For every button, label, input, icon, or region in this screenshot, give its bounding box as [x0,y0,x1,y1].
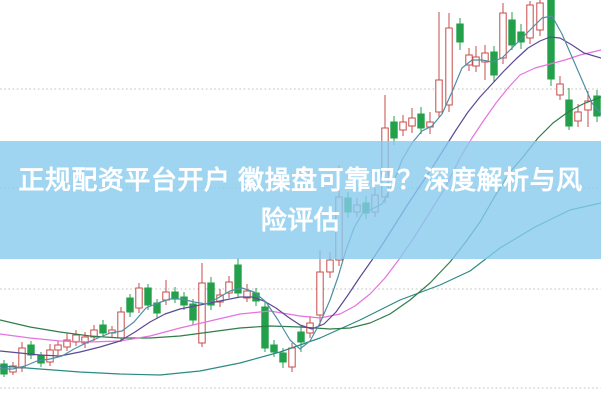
candle-body [162,291,170,301]
candle-body [584,100,592,111]
candle-body [180,296,188,306]
candle-body [279,352,287,363]
candle-body [288,347,296,368]
candle-body [99,324,107,334]
candle-body [90,329,98,338]
candle-body [270,344,278,353]
candle-body [54,344,62,351]
candle-body [18,347,26,369]
candle-body [297,331,305,343]
candle-body [117,311,125,339]
candle-body [490,51,498,76]
candle-body [135,287,143,309]
ma-line-purple [0,36,601,357]
candle-body [574,111,582,122]
candle-body [234,264,242,294]
candle-body [526,4,534,39]
candle-body [225,281,233,294]
candle-body [481,52,489,63]
ma-line-magenta [0,49,601,343]
candle-body [63,339,71,348]
candle-body [417,113,425,129]
candle-body [536,2,544,31]
banner-title-line2: 险评估 [260,205,341,235]
candle-body [508,19,516,46]
promo-banner-overlay: 正规配资平台开户 徽操盘可靠吗？深度解析与风 险评估 [0,141,601,259]
banner-title-line1: 正规配资平台开户 徽操盘可靠吗？深度解析与风 [18,165,583,195]
candle-body [326,259,334,273]
candle-body [27,344,35,356]
candle-body [144,287,152,306]
candle-body [316,271,324,316]
candle-body [456,23,464,43]
candle-body [243,290,251,299]
candle-body [408,117,416,127]
candle-body [261,306,269,349]
candle-body [472,56,480,67]
candle-body [126,297,134,313]
candle-body [517,31,525,43]
candle-body [390,121,398,139]
candle-body [198,282,206,344]
candle-body [171,291,179,299]
candle-body [435,79,443,113]
candle-body [207,282,215,306]
candle-body [547,0,555,80]
candle-body [189,303,197,321]
candle-body [499,12,507,59]
ma-line-teal [0,15,601,370]
candle-body [399,121,407,131]
candle-body [556,83,564,96]
candle-body [445,27,453,106]
